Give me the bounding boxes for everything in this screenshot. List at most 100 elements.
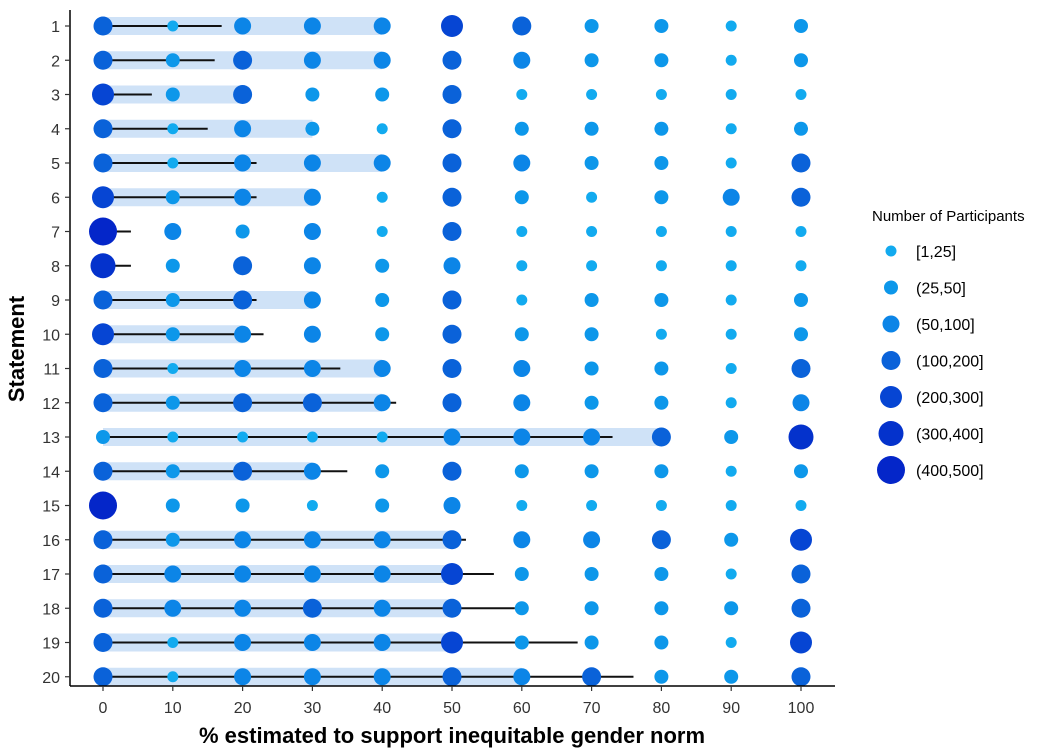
y-tick-label-6: 6	[51, 190, 60, 207]
point-s12-x30	[302, 393, 322, 413]
point-s1-x10	[167, 20, 179, 32]
legend-label-3: (100,200]	[916, 354, 984, 371]
y-tick-label-12: 12	[42, 396, 60, 413]
point-s9-x80	[654, 293, 669, 307]
point-s9-x90	[725, 294, 737, 306]
point-s5-x10	[167, 157, 179, 169]
y-tick-label-20: 20	[42, 670, 60, 687]
point-s4-x60	[514, 121, 529, 136]
point-s19-x20	[234, 634, 252, 651]
legend-label-1: (25,50]	[916, 281, 966, 298]
y-tick-label-13: 13	[42, 430, 60, 447]
point-s2-x10	[165, 53, 180, 68]
point-s11-x100	[791, 359, 811, 378]
point-s15-x20	[235, 498, 250, 513]
point-s1-x0	[93, 16, 113, 36]
y-tick-label-9: 9	[51, 293, 60, 310]
point-s20-x80	[654, 669, 669, 684]
point-s2-x0	[93, 50, 113, 70]
point-s17-x40	[373, 565, 391, 583]
point-s19-x50	[441, 631, 463, 654]
band-layer	[103, 17, 662, 686]
point-s1-x50	[441, 15, 463, 37]
point-s8-x10	[165, 258, 180, 273]
point-s3-x100	[795, 89, 807, 100]
point-s7-x80	[655, 226, 667, 237]
x-tick-label-30: 30	[304, 700, 322, 717]
point-s9-x0	[93, 290, 113, 310]
point-s9-x50	[442, 290, 462, 310]
point-s19-x40	[373, 634, 391, 651]
point-s1-x30	[303, 17, 321, 35]
legend-key-0	[885, 245, 897, 257]
point-s13-x40	[376, 431, 388, 443]
point-s18-x40	[373, 599, 391, 617]
legend-key-4	[880, 386, 902, 408]
x-tick-label-10: 10	[164, 700, 182, 717]
y-tick-label-10: 10	[42, 327, 60, 344]
point-s20-x40	[373, 668, 391, 686]
point-s3-x50	[442, 85, 462, 104]
point-s15-x60	[516, 500, 528, 511]
point-s16-x60	[513, 531, 531, 549]
point-s12-x100	[792, 394, 810, 412]
point-s1-x100	[794, 19, 808, 33]
y-tick-label-2: 2	[51, 53, 60, 70]
y-tick-label-19: 19	[42, 636, 60, 653]
point-s11-x60	[513, 360, 531, 377]
point-s20-x70	[582, 667, 602, 687]
point-s19-x70	[584, 635, 599, 650]
point-s10-x20	[234, 325, 252, 343]
point-s12-x40	[373, 394, 391, 412]
y-tick-label-4: 4	[51, 122, 60, 139]
point-s14-x70	[584, 464, 599, 479]
points-layer	[89, 15, 814, 687]
point-s13-x0	[96, 430, 110, 444]
x-tick-label-20: 20	[234, 700, 252, 717]
point-s6-x100	[791, 187, 811, 207]
point-s8-x20	[233, 256, 253, 276]
point-s16-x40	[373, 531, 391, 549]
point-s9-x20	[233, 290, 253, 310]
point-s5-x100	[791, 153, 811, 173]
legend-label-2: (50,100]	[916, 317, 975, 334]
y-tick-label-15: 15	[42, 499, 60, 516]
point-s6-x40	[376, 191, 388, 203]
point-s12-x60	[513, 394, 531, 412]
point-s18-x60	[514, 601, 529, 616]
point-s8-x50	[443, 257, 461, 275]
point-s9-x100	[794, 293, 808, 307]
x-tick-label-0: 0	[99, 700, 108, 717]
point-s9-x70	[584, 293, 599, 307]
point-s7-x100	[795, 226, 807, 237]
point-s8-x100	[795, 260, 807, 272]
point-s19-x60	[514, 635, 529, 650]
point-s6-x60	[514, 190, 529, 205]
legend-key-5	[878, 421, 904, 446]
point-s11-x20	[234, 360, 252, 377]
point-s11-x90	[725, 363, 737, 374]
point-s11-x0	[93, 359, 113, 378]
point-s5-x70	[584, 156, 599, 170]
point-s13-x20	[237, 431, 249, 443]
point-s2-x40	[373, 51, 391, 69]
point-s16-x70	[583, 531, 601, 549]
y-tick-label-11: 11	[43, 362, 60, 379]
legend-key-3	[881, 351, 901, 370]
point-s19-x10	[167, 637, 179, 648]
point-s15-x90	[725, 500, 737, 511]
point-s14-x90	[725, 465, 737, 477]
y-tick-label-17: 17	[42, 567, 60, 584]
point-s7-x0	[89, 217, 117, 246]
point-s14-x50	[442, 461, 462, 481]
point-s1-x40	[373, 17, 391, 35]
point-s17-x70	[584, 567, 599, 581]
legend-label-5: (300,400]	[916, 427, 984, 444]
point-s19-x30	[303, 634, 321, 651]
point-s10-x90	[725, 328, 737, 340]
point-s13-x80	[651, 427, 671, 447]
point-s14-x100	[794, 464, 808, 479]
point-s16-x20	[234, 531, 252, 549]
point-s15-x40	[375, 498, 390, 513]
point-s8-x80	[655, 260, 667, 272]
